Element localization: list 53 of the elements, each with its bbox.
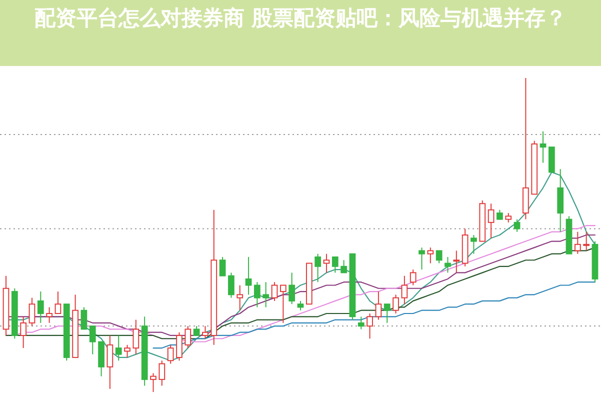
candlestick bbox=[375, 291, 382, 320]
candlestick bbox=[314, 253, 322, 283]
candlestick bbox=[115, 334, 122, 362]
candlestick bbox=[262, 282, 270, 308]
candlestick bbox=[37, 291, 44, 324]
candlestick bbox=[384, 304, 390, 324]
candlestick bbox=[132, 319, 140, 355]
candlestick bbox=[28, 297, 36, 327]
candlestick bbox=[410, 269, 416, 286]
candlestick bbox=[150, 372, 156, 392]
candlestick bbox=[193, 326, 200, 336]
candlestick bbox=[505, 212, 512, 223]
candlestick bbox=[332, 256, 338, 274]
candlestick bbox=[470, 234, 477, 254]
candlestick bbox=[488, 203, 494, 239]
candlestick bbox=[202, 326, 208, 340]
candlestick bbox=[453, 250, 460, 274]
candlestick bbox=[280, 284, 286, 324]
candlestick bbox=[245, 256, 252, 296]
candlestick bbox=[340, 260, 347, 274]
candlestick bbox=[427, 247, 434, 264]
candlestick bbox=[401, 275, 408, 305]
candlestick bbox=[366, 313, 373, 340]
chart-title: 配资平台怎么对接券商 股票配资贴吧：风险与机遇并存？ bbox=[0, 0, 601, 66]
candlestick bbox=[89, 326, 96, 355]
candlestick bbox=[540, 130, 546, 164]
candlestick bbox=[158, 360, 166, 386]
candlestick bbox=[271, 282, 278, 302]
candlestick bbox=[392, 294, 399, 314]
candlestick bbox=[436, 250, 442, 264]
candlestick bbox=[228, 272, 234, 298]
candlestick bbox=[236, 284, 244, 311]
candlestick bbox=[288, 272, 296, 305]
candlestick bbox=[124, 344, 130, 358]
candlestick bbox=[219, 256, 226, 276]
candlestick bbox=[496, 209, 503, 220]
candlestick bbox=[583, 231, 590, 252]
candlestick bbox=[574, 231, 581, 254]
candlestick bbox=[254, 282, 260, 308]
candlestick bbox=[297, 300, 304, 311]
candlestick bbox=[80, 306, 88, 330]
candlestick bbox=[323, 253, 330, 274]
candlestick bbox=[106, 334, 114, 390]
candlestick bbox=[418, 247, 425, 270]
candlestick bbox=[444, 256, 451, 274]
candlestick bbox=[46, 306, 52, 324]
candlestick bbox=[358, 316, 364, 330]
candlestick bbox=[184, 326, 192, 349]
candlestick bbox=[167, 344, 174, 364]
candlestick bbox=[20, 316, 27, 349]
candlestick bbox=[176, 332, 182, 362]
candlestick bbox=[54, 291, 62, 314]
candlestick bbox=[514, 218, 520, 232]
